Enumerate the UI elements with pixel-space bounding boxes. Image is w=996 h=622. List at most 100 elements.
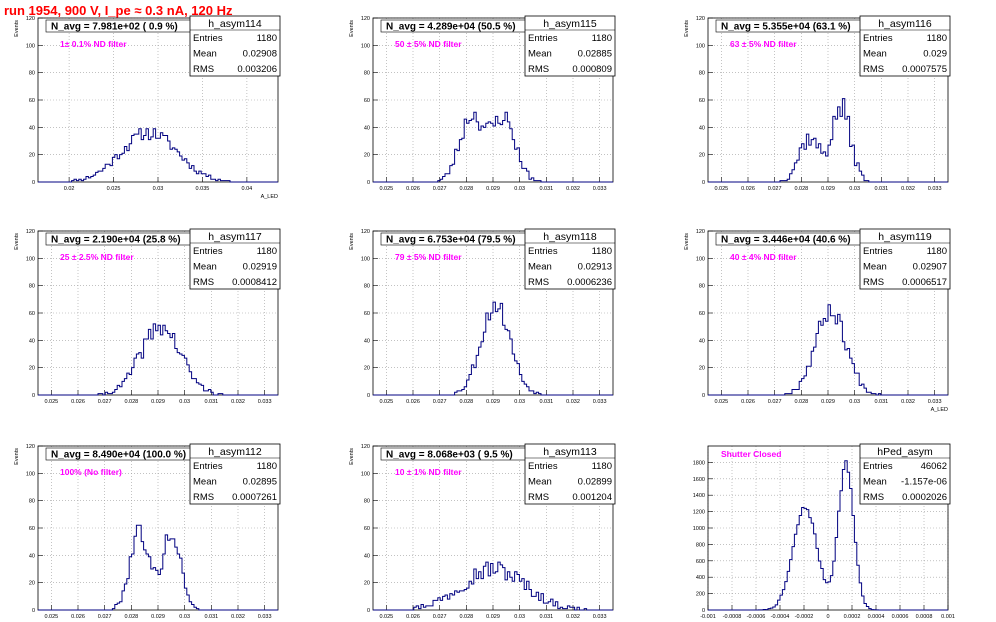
histogram-bars [373, 301, 613, 396]
x-tick-label: -0.0002 [795, 614, 814, 620]
x-tick-label: 0.032 [231, 614, 245, 620]
stats-box [189, 228, 281, 290]
stats-label: RMS [863, 277, 884, 288]
x-tick-label: 0.029 [821, 186, 835, 192]
filter-note: Shutter Closed [721, 449, 781, 459]
stats-box [524, 15, 616, 77]
stats-value: 0.0007261 [232, 492, 277, 503]
y-tick-label: 120 [361, 229, 370, 235]
y-tick-label: 40 [699, 338, 705, 344]
stats-label: Entries [528, 33, 558, 44]
stats-value: 1180 [592, 246, 612, 257]
x-tick-label: 0.031 [874, 186, 888, 192]
y-tick-label: 0 [367, 180, 370, 186]
stats-box [859, 228, 951, 290]
stats-value: 1180 [592, 33, 612, 44]
histogram-name: h_asym116 [878, 18, 932, 30]
y-tick-label: 800 [696, 542, 705, 548]
x-tick-label: 0.029 [821, 399, 835, 405]
y-tick-label: 100 [696, 43, 705, 49]
y-tick-label: 60 [364, 98, 370, 104]
x-tick-label: 0.028 [459, 399, 473, 405]
x-tick-label: 0.032 [566, 399, 580, 405]
y-axis-title: Events [684, 233, 690, 250]
x-tick-label: 0.026 [71, 614, 85, 620]
x-tick-label: 0.033 [928, 399, 942, 405]
x-tick-label: -0.0008 [723, 614, 742, 620]
n-avg-label: N_avg = 8.068e+03 ( 9.5 %) [386, 450, 513, 461]
histogram-name: h_asym114 [208, 18, 262, 30]
y-tick-label: 80 [29, 284, 35, 290]
stats-label: RMS [193, 64, 214, 75]
stats-label: Mean [863, 262, 887, 273]
y-tick-label: 100 [26, 256, 35, 262]
y-tick-label: 40 [364, 553, 370, 559]
y-tick-label: 60 [699, 98, 705, 104]
stats-label: Mean [528, 477, 552, 488]
histogram-name: h_asym119 [878, 231, 932, 243]
histogram-bars [38, 524, 278, 611]
y-tick-label: 20 [364, 153, 370, 159]
y-tick-label: 0 [702, 180, 705, 186]
stats-label: Mean [528, 49, 552, 60]
x-tick-label: 0.03 [514, 186, 525, 192]
x-tick-label: -0.001 [700, 614, 716, 620]
x-tick-label: 0.032 [231, 399, 245, 405]
x-tick-label: 0.025 [379, 186, 393, 192]
x-tick-label: 0.025 [379, 614, 393, 620]
stats-label: Mean [528, 262, 552, 273]
x-tick-label: 0.028 [459, 186, 473, 192]
stats-box [524, 443, 616, 505]
y-tick-label: 40 [364, 125, 370, 131]
x-tick-label: 0.028 [794, 399, 808, 405]
x-tick-label: 0.033 [593, 399, 607, 405]
x-tick-label: 0 [826, 614, 829, 620]
stats-box [859, 443, 951, 505]
x-tick-label: 0.033 [258, 614, 272, 620]
y-tick-label: 600 [696, 559, 705, 565]
x-tick-label: 0.033 [593, 186, 607, 192]
x-tick-label: 0.025 [107, 186, 121, 192]
histogram-bars [38, 323, 278, 396]
x-tick-label: 0.029 [486, 399, 500, 405]
histogram-name: h_asym113 [543, 446, 597, 458]
stats-value: 0.0008412 [232, 277, 277, 288]
stats-label: Mean [193, 477, 217, 488]
x-tick-label: 0.026 [406, 399, 420, 405]
x-tick-label: 0.027 [433, 399, 447, 405]
y-axis-title: Events [349, 448, 355, 465]
x-tick-label: 0.025 [379, 399, 393, 405]
x-tick-label: 0.033 [928, 186, 942, 192]
y-tick-label: 40 [29, 125, 35, 131]
y-tick-label: 200 [696, 592, 705, 598]
x-tick-label: 0.03 [514, 614, 525, 620]
histogram-panel: 0.025 0.026 0.027 0.028 0.029 0.03 0.031 0.032 0… [684, 228, 951, 413]
x-tick-label: 0.027 [768, 399, 782, 405]
y-tick-label: 60 [29, 98, 35, 104]
x-tick-label: 0.029 [151, 614, 165, 620]
y-tick-label: 60 [364, 311, 370, 317]
stats-value: 1180 [257, 33, 277, 44]
stats-label: RMS [528, 64, 549, 75]
stats-value: 0.0002026 [902, 492, 947, 503]
x-tick-label: 0.035 [196, 186, 210, 192]
histogram-name: h_asym115 [543, 18, 597, 30]
stats-value: 0.0007575 [902, 64, 947, 75]
x-tick-label: 0.027 [433, 186, 447, 192]
filter-note: 63 ± 5% ND filter [730, 39, 797, 49]
stats-value: 0.0006236 [567, 277, 612, 288]
filter-note: 79 ± 5% ND filter [395, 252, 462, 262]
x-tick-label: 0.033 [258, 399, 272, 405]
x-tick-label: 0.032 [566, 186, 580, 192]
x-tick-label: 0.03 [153, 186, 164, 192]
y-tick-label: 40 [29, 553, 35, 559]
x-tick-label: 0.027 [768, 186, 782, 192]
stats-value: 1180 [257, 461, 277, 472]
x-tick-label: 0.028 [794, 186, 808, 192]
stats-label: Entries [193, 33, 223, 44]
histogram-panel: -0.001 -0.0008 -0.0006 -0.0004 -0.0002 0 0.000… [693, 443, 955, 620]
histogram-panel: 0.02 0.025 0.03 0.035 0.04 0 20 40 60 80 100 120 Eve… [14, 15, 281, 200]
filter-note: 100% (No filter) [60, 467, 122, 477]
n-avg-label: N_avg = 5.355e+04 (63.1 %) [721, 22, 851, 33]
